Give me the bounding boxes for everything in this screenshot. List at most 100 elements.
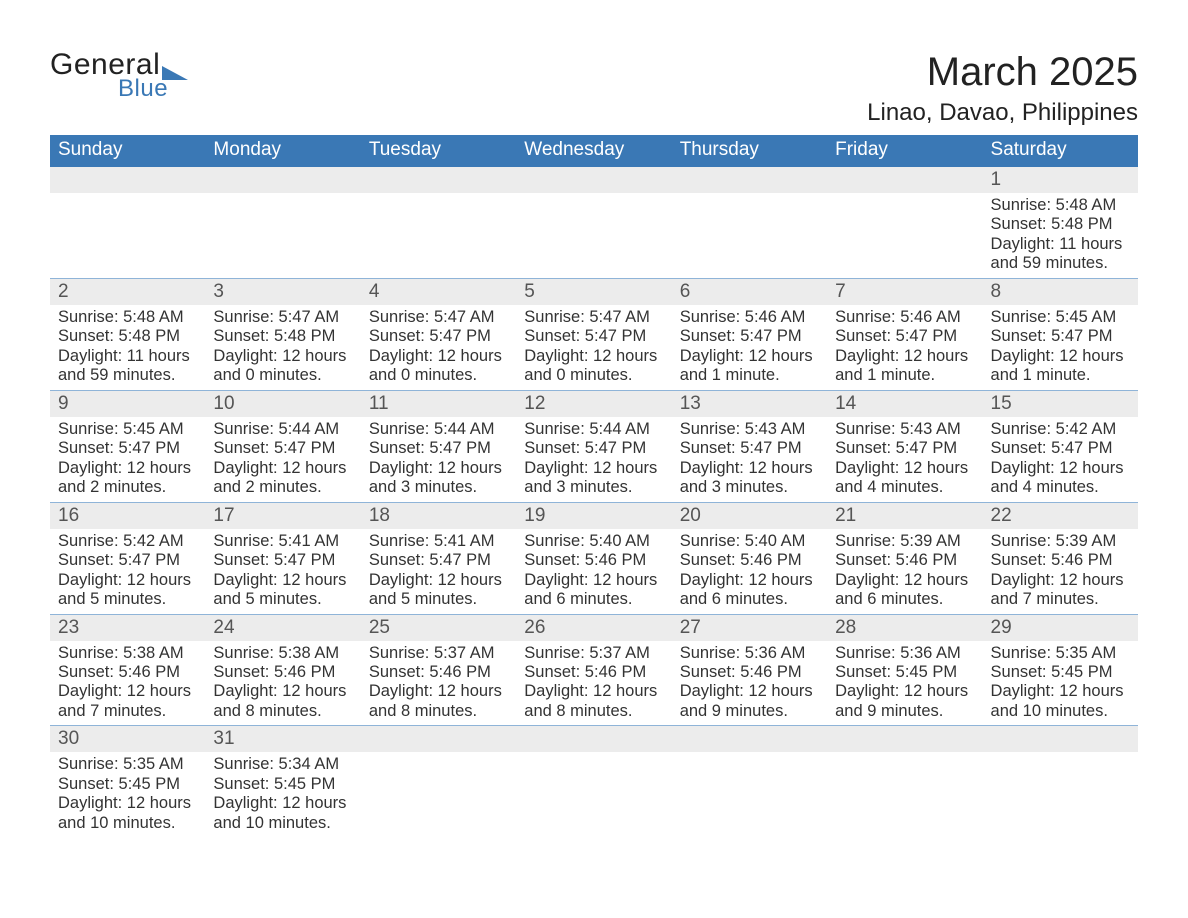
day-number-cell: 17 (205, 502, 360, 529)
day-sunrise: Sunrise: 5:35 AM (58, 755, 197, 774)
week-detail-row: Sunrise: 5:48 AMSunset: 5:48 PMDaylight:… (50, 193, 1138, 278)
day-sunset: Sunset: 5:47 PM (58, 551, 197, 570)
day-daylight1: Daylight: 12 hours (835, 571, 974, 590)
day-daylight1: Daylight: 11 hours (991, 235, 1130, 254)
day-sunrise: Sunrise: 5:34 AM (213, 755, 352, 774)
day-daylight1: Daylight: 12 hours (524, 459, 663, 478)
day-daylight2: and 2 minutes. (213, 478, 352, 497)
day-daylight2: and 0 minutes. (524, 366, 663, 385)
calendar-page: General Blue March 2025 Linao, Davao, Ph… (0, 0, 1188, 877)
day-detail-cell: Sunrise: 5:35 AMSunset: 5:45 PMDaylight:… (983, 641, 1138, 726)
day-detail-cell: Sunrise: 5:46 AMSunset: 5:47 PMDaylight:… (672, 305, 827, 390)
day-sunrise: Sunrise: 5:43 AM (835, 420, 974, 439)
day-detail-cell: Sunrise: 5:47 AMSunset: 5:48 PMDaylight:… (205, 305, 360, 390)
day-number-cell: 31 (205, 726, 360, 753)
day-daylight2: and 3 minutes. (524, 478, 663, 497)
day-sunrise: Sunrise: 5:44 AM (369, 420, 508, 439)
day-daylight2: and 4 minutes. (835, 478, 974, 497)
weekday-header: Saturday (983, 135, 1138, 167)
day-sunset: Sunset: 5:47 PM (524, 327, 663, 346)
day-sunrise: Sunrise: 5:42 AM (991, 420, 1130, 439)
day-sunrise: Sunrise: 5:44 AM (524, 420, 663, 439)
day-daylight2: and 8 minutes. (524, 702, 663, 721)
day-number-cell: 13 (672, 390, 827, 417)
day-daylight1: Daylight: 12 hours (369, 459, 508, 478)
day-sunrise: Sunrise: 5:41 AM (213, 532, 352, 551)
day-daylight2: and 10 minutes. (991, 702, 1130, 721)
day-daylight2: and 5 minutes. (369, 590, 508, 609)
day-sunset: Sunset: 5:47 PM (835, 327, 974, 346)
day-sunset: Sunset: 5:47 PM (369, 439, 508, 458)
week-detail-row: Sunrise: 5:45 AMSunset: 5:47 PMDaylight:… (50, 417, 1138, 502)
day-number-cell: 16 (50, 502, 205, 529)
day-sunrise: Sunrise: 5:42 AM (58, 532, 197, 551)
day-number-cell: 19 (516, 502, 671, 529)
day-detail-cell: Sunrise: 5:41 AMSunset: 5:47 PMDaylight:… (361, 529, 516, 614)
day-sunrise: Sunrise: 5:47 AM (213, 308, 352, 327)
day-detail-cell: Sunrise: 5:38 AMSunset: 5:46 PMDaylight:… (50, 641, 205, 726)
day-daylight1: Daylight: 12 hours (991, 682, 1130, 701)
day-number-cell: 7 (827, 278, 982, 305)
day-daylight2: and 8 minutes. (213, 702, 352, 721)
week-daynum-row: 2345678 (50, 278, 1138, 305)
day-number-cell (983, 726, 1138, 753)
day-number-cell (516, 726, 671, 753)
day-number-cell: 12 (516, 390, 671, 417)
day-daylight2: and 2 minutes. (58, 478, 197, 497)
day-daylight1: Daylight: 12 hours (213, 682, 352, 701)
day-sunset: Sunset: 5:46 PM (680, 663, 819, 682)
day-number-cell: 23 (50, 614, 205, 641)
day-daylight2: and 3 minutes. (680, 478, 819, 497)
day-daylight2: and 3 minutes. (369, 478, 508, 497)
day-daylight2: and 9 minutes. (835, 702, 974, 721)
day-detail-cell (516, 193, 671, 278)
brand-logo: General Blue (50, 50, 188, 101)
day-sunrise: Sunrise: 5:39 AM (991, 532, 1130, 551)
day-detail-cell: Sunrise: 5:34 AMSunset: 5:45 PMDaylight:… (205, 752, 360, 837)
day-detail-cell: Sunrise: 5:39 AMSunset: 5:46 PMDaylight:… (827, 529, 982, 614)
title-block: March 2025 Linao, Davao, Philippines (867, 50, 1138, 127)
day-sunset: Sunset: 5:48 PM (991, 215, 1130, 234)
day-daylight2: and 5 minutes. (58, 590, 197, 609)
day-number-cell: 6 (672, 278, 827, 305)
week-detail-row: Sunrise: 5:35 AMSunset: 5:45 PMDaylight:… (50, 752, 1138, 837)
day-daylight2: and 5 minutes. (213, 590, 352, 609)
day-detail-cell: Sunrise: 5:36 AMSunset: 5:46 PMDaylight:… (672, 641, 827, 726)
day-daylight1: Daylight: 12 hours (991, 347, 1130, 366)
day-number-cell (516, 167, 671, 193)
day-number-cell: 29 (983, 614, 1138, 641)
day-detail-cell (516, 752, 671, 837)
day-sunset: Sunset: 5:46 PM (835, 551, 974, 570)
day-daylight2: and 6 minutes. (524, 590, 663, 609)
day-daylight1: Daylight: 12 hours (524, 682, 663, 701)
day-daylight2: and 9 minutes. (680, 702, 819, 721)
day-number-cell: 25 (361, 614, 516, 641)
day-daylight2: and 4 minutes. (991, 478, 1130, 497)
header-row: General Blue March 2025 Linao, Davao, Ph… (50, 50, 1138, 127)
day-number-cell: 26 (516, 614, 671, 641)
day-sunset: Sunset: 5:47 PM (680, 439, 819, 458)
month-title: March 2025 (867, 50, 1138, 95)
day-sunrise: Sunrise: 5:48 AM (58, 308, 197, 327)
day-sunrise: Sunrise: 5:41 AM (369, 532, 508, 551)
calendar-thead: Sunday Monday Tuesday Wednesday Thursday… (50, 135, 1138, 167)
day-detail-cell: Sunrise: 5:48 AMSunset: 5:48 PMDaylight:… (983, 193, 1138, 278)
day-detail-cell: Sunrise: 5:46 AMSunset: 5:47 PMDaylight:… (827, 305, 982, 390)
day-sunset: Sunset: 5:45 PM (58, 775, 197, 794)
day-detail-cell (361, 752, 516, 837)
day-detail-cell: Sunrise: 5:43 AMSunset: 5:47 PMDaylight:… (827, 417, 982, 502)
day-daylight1: Daylight: 12 hours (369, 347, 508, 366)
day-daylight1: Daylight: 12 hours (835, 347, 974, 366)
day-sunrise: Sunrise: 5:46 AM (835, 308, 974, 327)
week-daynum-row: 1 (50, 167, 1138, 193)
day-daylight1: Daylight: 12 hours (835, 682, 974, 701)
day-detail-cell: Sunrise: 5:42 AMSunset: 5:47 PMDaylight:… (50, 529, 205, 614)
day-daylight1: Daylight: 12 hours (524, 571, 663, 590)
day-daylight1: Daylight: 12 hours (835, 459, 974, 478)
day-daylight2: and 7 minutes. (991, 590, 1130, 609)
day-sunrise: Sunrise: 5:40 AM (524, 532, 663, 551)
day-sunrise: Sunrise: 5:37 AM (524, 644, 663, 663)
day-sunset: Sunset: 5:46 PM (524, 663, 663, 682)
day-number-cell (672, 167, 827, 193)
day-sunset: Sunset: 5:47 PM (369, 551, 508, 570)
